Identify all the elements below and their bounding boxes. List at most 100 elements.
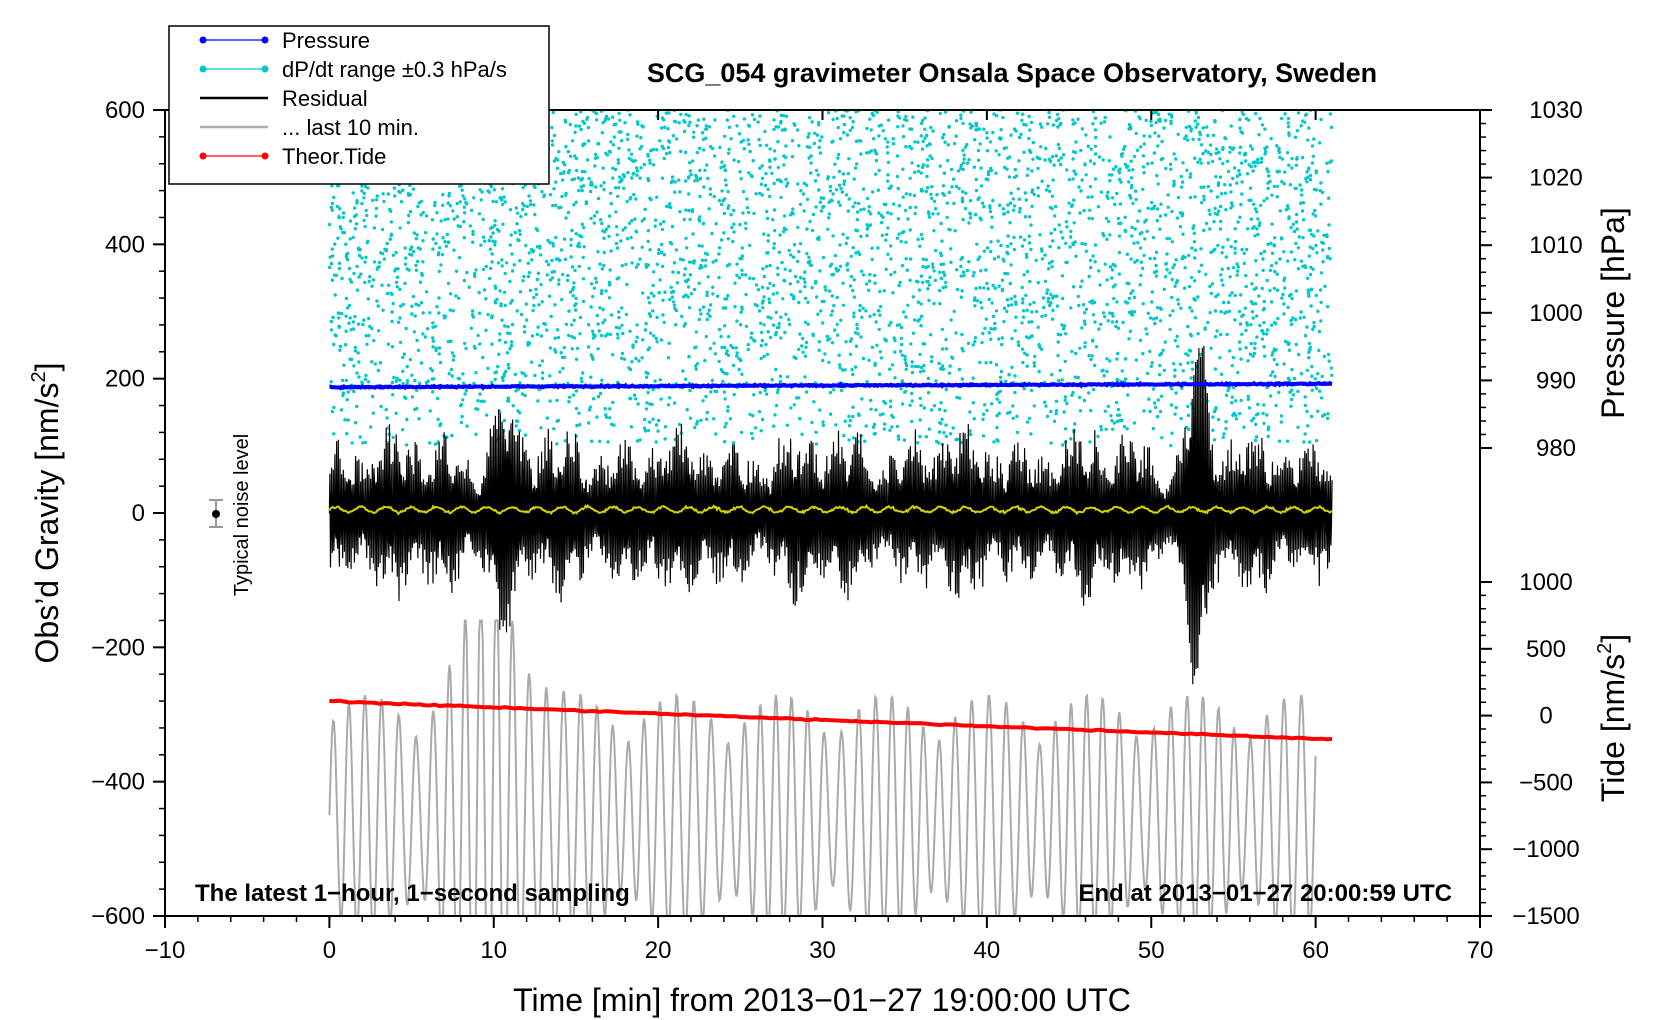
dpdt-point <box>805 227 809 231</box>
dpdt-point <box>552 159 557 163</box>
dpdt-point <box>1186 413 1191 417</box>
dpdt-point <box>446 217 450 221</box>
dpdt-point <box>340 378 345 383</box>
dpdt-point <box>1004 146 1008 150</box>
dpdt-point <box>919 232 924 237</box>
dpdt-point <box>725 118 729 122</box>
dpdt-point <box>1032 192 1036 197</box>
dpdt-point <box>1255 273 1259 277</box>
dpdt-point <box>795 128 800 132</box>
dpdt-point <box>991 314 996 319</box>
y2-tide-title-sup: 2 <box>1594 643 1616 654</box>
dpdt-point <box>1000 342 1004 347</box>
dpdt-point <box>800 344 804 348</box>
dpdt-point <box>904 363 909 368</box>
dpdt-point <box>780 260 784 265</box>
dpdt-point <box>1139 145 1143 149</box>
dpdt-point <box>701 305 706 309</box>
dpdt-point <box>851 205 855 209</box>
dpdt-point <box>682 217 686 222</box>
dpdt-point <box>687 123 691 128</box>
dpdt-point <box>707 207 711 211</box>
dpdt-point <box>1029 247 1033 252</box>
dpdt-point <box>1054 412 1058 416</box>
dpdt-point <box>1138 117 1142 121</box>
dpdt-point <box>1009 133 1013 137</box>
dpdt-point <box>877 124 881 128</box>
dpdt-point <box>1309 414 1314 419</box>
dpdt-point <box>782 278 786 283</box>
dpdt-point <box>595 155 599 160</box>
dpdt-point <box>341 211 346 215</box>
dpdt-point <box>588 405 592 409</box>
dpdt-point <box>756 120 760 124</box>
dpdt-point <box>348 219 353 223</box>
dpdt-point <box>1057 146 1062 151</box>
dpdt-point <box>357 253 362 258</box>
dpdt-point <box>1176 298 1180 302</box>
dpdt-point <box>560 178 565 182</box>
dpdt-point <box>1317 329 1322 334</box>
dpdt-point <box>867 288 871 292</box>
dpdt-point <box>578 423 582 427</box>
dpdt-point <box>1078 346 1082 350</box>
dpdt-point <box>661 146 666 151</box>
dpdt-point <box>862 207 866 211</box>
dpdt-point <box>620 306 624 310</box>
dpdt-point <box>1051 308 1055 312</box>
dpdt-point <box>1051 123 1056 127</box>
dpdt-point <box>1253 302 1258 306</box>
dpdt-point <box>1238 151 1242 155</box>
dpdt-point <box>1312 320 1316 325</box>
dpdt-point <box>1022 238 1027 242</box>
dpdt-point <box>930 156 934 161</box>
dpdt-point <box>522 324 527 329</box>
dpdt-point <box>1126 393 1130 397</box>
dpdt-point <box>711 260 715 264</box>
dpdt-point <box>888 367 892 371</box>
dpdt-point <box>1282 362 1286 366</box>
dpdt-point <box>965 161 970 165</box>
dpdt-point <box>620 177 624 182</box>
dpdt-point <box>987 297 991 302</box>
dpdt-point <box>859 208 863 212</box>
dpdt-point <box>331 315 335 320</box>
dpdt-point <box>1239 161 1244 165</box>
dpdt-point <box>399 304 403 308</box>
dpdt-point <box>498 196 502 200</box>
dpdt-point <box>1190 360 1195 364</box>
dpdt-point <box>625 237 630 241</box>
dpdt-point <box>640 356 644 360</box>
dpdt-point <box>1084 133 1088 137</box>
dpdt-point <box>850 368 854 372</box>
dpdt-point <box>1064 220 1069 224</box>
dpdt-point <box>814 430 818 434</box>
dpdt-point <box>1002 259 1006 263</box>
dpdt-point <box>362 191 366 196</box>
dpdt-point <box>991 130 995 135</box>
dpdt-point <box>869 398 873 403</box>
dpdt-point <box>338 348 342 352</box>
dpdt-point <box>798 276 803 280</box>
dpdt-point <box>424 214 429 218</box>
dpdt-point <box>826 111 831 115</box>
dpdt-point <box>552 427 556 431</box>
dpdt-point <box>527 251 531 255</box>
y2-pressure-title: Pressure [hPa] <box>1595 207 1631 419</box>
dpdt-point <box>764 171 768 176</box>
dpdt-point <box>765 216 770 221</box>
dpdt-point <box>827 360 831 364</box>
dpdt-point <box>487 190 491 194</box>
dpdt-point <box>1314 438 1319 443</box>
dpdt-point <box>726 293 730 298</box>
dpdt-point <box>1319 319 1323 323</box>
dpdt-point <box>568 122 572 127</box>
dpdt-point <box>1081 303 1086 307</box>
dpdt-point <box>564 144 568 149</box>
dpdt-point <box>1059 156 1063 160</box>
dpdt-point <box>874 172 878 176</box>
dpdt-point <box>523 433 528 437</box>
dpdt-point <box>449 367 454 372</box>
dpdt-point <box>629 425 633 429</box>
dpdt-point <box>1028 279 1032 284</box>
